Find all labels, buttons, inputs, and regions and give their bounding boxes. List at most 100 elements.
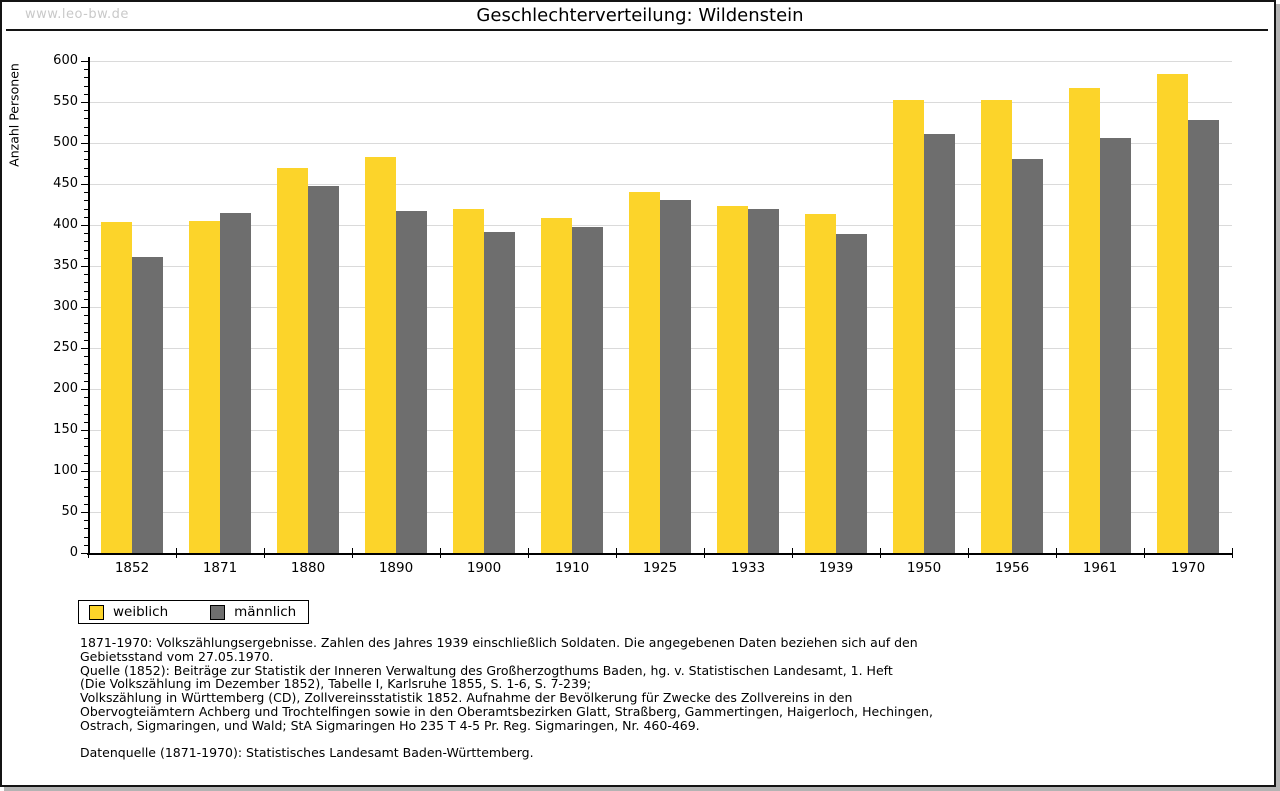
bar-weiblich-1925 [629, 192, 660, 553]
page-title: Geschlechterverteilung: Wildenstein [476, 5, 804, 26]
y-axis-tick [81, 348, 88, 349]
y-axis-minor-tick [84, 503, 88, 505]
footnote-line: Gebietsstand vom 27.05.1970. [80, 648, 274, 664]
y-axis-tick-label: 500 [53, 135, 78, 150]
x-axis-tick-label: 1970 [1170, 560, 1206, 576]
y-axis-minor-tick [84, 69, 88, 71]
bar-maennlich-1939 [836, 234, 867, 553]
y-axis-minor-tick [84, 290, 88, 292]
y-axis-minor-tick [84, 520, 88, 522]
header-divider [6, 29, 1268, 31]
x-axis-tick-label: 1910 [554, 560, 590, 576]
legend-label-weiblich: weiblich [113, 604, 169, 620]
footnote-line: Quelle (1852): Beiträge zur Statistik de… [80, 662, 893, 678]
y-axis-minor-tick [84, 323, 88, 325]
bar-weiblich-1933 [717, 206, 748, 553]
y-axis-line [88, 57, 90, 555]
y-axis-tick [81, 389, 88, 390]
legend: weiblich männlich [78, 600, 310, 624]
bar-maennlich-1871 [220, 212, 251, 553]
y-axis-minor-tick [84, 298, 88, 300]
bar-weiblich-1900 [453, 208, 484, 553]
y-axis-minor-tick [84, 134, 88, 136]
y-axis-tick-label: 400 [53, 217, 78, 232]
gridline [88, 143, 1232, 144]
x-axis-tick-label: 1852 [114, 560, 150, 576]
y-axis-tick [81, 225, 88, 226]
y-axis-minor-tick [84, 110, 88, 112]
legend-label-maennlich: männlich [234, 604, 297, 620]
bar-maennlich-1910 [572, 227, 603, 553]
y-axis-minor-tick [84, 528, 88, 530]
y-axis-minor-tick [84, 331, 88, 333]
y-axis-minor-tick [84, 339, 88, 341]
bar-maennlich-1900 [484, 232, 515, 553]
y-axis-minor-tick [84, 93, 88, 95]
y-axis-minor-tick [84, 462, 88, 464]
y-axis-minor-tick [84, 151, 88, 153]
footnote-line: Obervogteiämtern Achberg und Trochtelfin… [80, 703, 933, 719]
y-axis-minor-tick [84, 446, 88, 448]
y-axis-minor-tick [84, 315, 88, 317]
bar-weiblich-1852 [101, 221, 132, 553]
y-axis-tick-label: 350 [53, 258, 78, 273]
bar-weiblich-1956 [981, 100, 1012, 553]
y-axis-tick [81, 430, 88, 431]
footnote-line: (Die Volkszählung im Dezember 1852), Tab… [80, 676, 592, 692]
y-axis-tick [81, 102, 88, 103]
x-axis-tick-label: 1933 [730, 560, 766, 576]
legend-swatch-weiblich [89, 604, 104, 620]
y-axis-minor-tick [84, 159, 88, 161]
x-axis-tick-label: 1961 [1082, 560, 1118, 576]
bar-weiblich-1970 [1157, 74, 1188, 553]
y-axis-minor-tick [84, 438, 88, 440]
y-axis-tick [81, 553, 88, 554]
y-axis-minor-tick [84, 413, 88, 415]
gridline [88, 61, 1232, 62]
y-axis-minor-tick [84, 356, 88, 358]
x-axis-tick-label: 1956 [994, 560, 1030, 576]
bar-maennlich-1956 [1012, 158, 1043, 553]
y-axis-tick [81, 184, 88, 185]
legend-swatch-maennlich [210, 604, 226, 620]
bar-weiblich-1939 [805, 214, 836, 553]
y-axis-minor-tick [84, 192, 88, 194]
bar-maennlich-1950 [924, 133, 955, 553]
x-axis-tick-label: 1950 [906, 560, 942, 576]
bar-maennlich-1970 [1188, 120, 1219, 553]
gridline [88, 102, 1232, 103]
y-axis-tick-label: 300 [53, 299, 78, 314]
footnote-line: Ostrach, Sigmaringen, und Wald; StA Sigm… [80, 717, 700, 733]
bar-weiblich-1910 [541, 217, 572, 553]
y-axis-minor-tick [84, 257, 88, 259]
y-axis-minor-tick [84, 216, 88, 218]
y-axis-minor-tick [84, 495, 88, 497]
y-axis-minor-tick [84, 397, 88, 399]
footnote-line: Volkszählung in Württemberg (CD), Zollve… [80, 690, 853, 706]
y-axis-minor-tick [84, 421, 88, 423]
y-axis-tick-label: 200 [53, 381, 78, 396]
x-axis-tick-label: 1900 [466, 560, 502, 576]
bar-maennlich-1961 [1100, 138, 1131, 553]
legend-item-weiblich: weiblich [89, 604, 168, 620]
y-axis-minor-tick [84, 274, 88, 276]
footnote-line: 1871-1970: Volkszählungsergebnisse. Zahl… [80, 635, 918, 650]
watermark: www.leo-bw.de [25, 7, 129, 22]
y-axis-minor-tick [84, 208, 88, 210]
x-axis-tick-label: 1871 [202, 560, 238, 576]
bar-maennlich-1925 [660, 200, 691, 553]
y-axis-minor-tick [84, 249, 88, 251]
y-axis-tick [81, 266, 88, 267]
y-axis-minor-tick [84, 454, 88, 456]
y-axis-minor-tick [84, 487, 88, 489]
datasource-line: Datenquelle (1871-1970): Statistisches L… [80, 744, 534, 760]
x-axis-tick-label: 1880 [290, 560, 326, 576]
y-axis-tick-label: 0 [69, 545, 78, 560]
bar-weiblich-1871 [189, 220, 220, 553]
footnotes: 1871-1970: Volkszählungsergebnisse. Zahl… [80, 636, 933, 759]
y-axis-minor-tick [84, 282, 88, 284]
y-axis-minor-tick [84, 77, 88, 79]
x-axis-tick-label: 1890 [378, 560, 414, 576]
y-axis-minor-tick [84, 372, 88, 374]
